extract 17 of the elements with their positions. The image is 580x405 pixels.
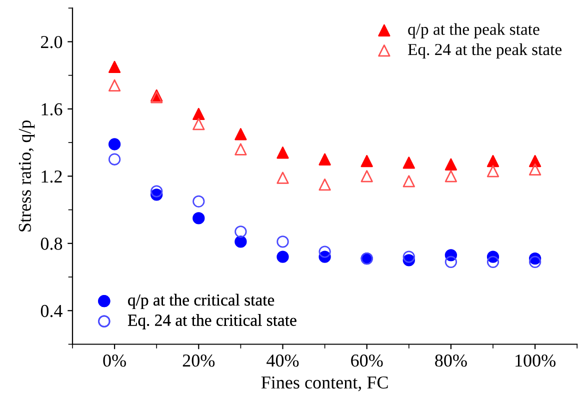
- legend-label: Eq. 24 at the peak state: [408, 43, 562, 59]
- y-tick-label: 0.8: [40, 238, 62, 250]
- x-tick-label: 40%: [266, 354, 299, 367]
- legend-label: q/p at the critical state: [128, 294, 274, 310]
- y-tick-label: 2.0: [41, 36, 62, 48]
- x-tick-label: 80%: [435, 354, 467, 367]
- x-tick-label: 100%: [516, 354, 556, 367]
- legend-label: Eq. 24 at the critical state: [128, 314, 296, 330]
- x-axis-title: Fines content, FC: [261, 376, 388, 392]
- y-tick-label: 1.6: [42, 103, 62, 116]
- y-tick-label: 1.2: [42, 170, 62, 183]
- legend-label: q/p at the peak state: [408, 23, 540, 38]
- x-tick-label: 20%: [182, 354, 215, 367]
- x-tick-label: 0%: [103, 354, 126, 367]
- x-tick-label: 60%: [351, 354, 383, 367]
- y-axis-title: Stress ratio, q/p: [18, 120, 35, 232]
- y-tick-label: 0.4: [40, 304, 62, 318]
